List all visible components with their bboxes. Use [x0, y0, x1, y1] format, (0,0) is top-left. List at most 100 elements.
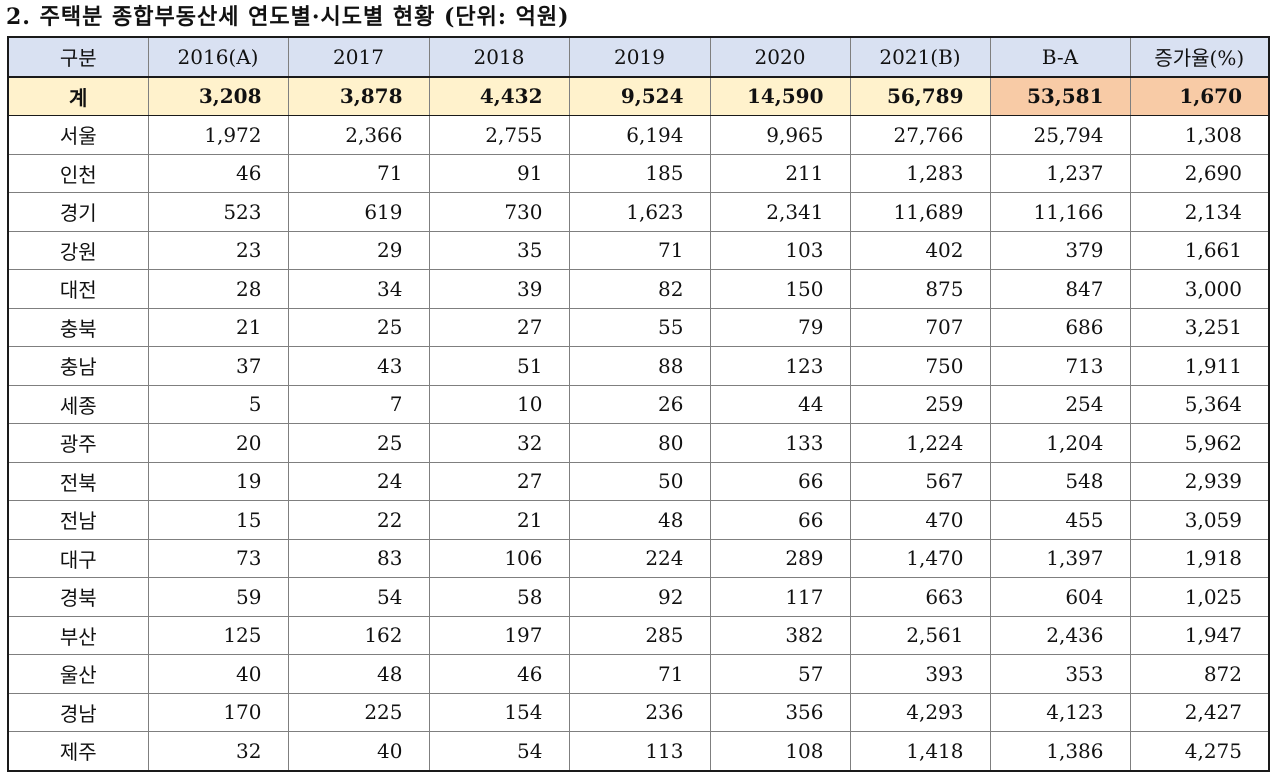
table-cell: 1,623	[568, 192, 711, 232]
table-cell: 10	[428, 384, 570, 424]
table-cell: 40	[147, 654, 289, 694]
table-row: 광주 20 25 32 80 133 1,224 1,204 5,962	[7, 423, 1270, 463]
table-cell: 567	[849, 461, 991, 501]
table-cell: 523	[147, 192, 289, 232]
table-cell: 117	[709, 577, 851, 617]
table-cell: 4,123	[989, 692, 1131, 732]
table-cell: 353	[989, 654, 1131, 694]
table-cell: 37	[147, 346, 289, 386]
table-cell: 750	[849, 346, 991, 386]
total-growth-cell: 1,670	[1129, 76, 1270, 116]
table-cell: 2,561	[849, 615, 991, 655]
table-cell: 225	[287, 692, 430, 732]
table-row: 세종 5 7 10 26 44 259 254 5,364	[7, 384, 1270, 424]
total-cell: 3,878	[287, 76, 430, 116]
table-row: 전남 15 22 21 48 66 470 455 3,059	[7, 500, 1270, 540]
table-row: 인천 46 71 91 185 211 1,283 1,237 2,690	[7, 153, 1270, 193]
table-cell: 46	[147, 153, 289, 193]
table-cell: 91	[428, 153, 570, 193]
table-cell: 32	[147, 731, 289, 772]
table-cell: 133	[709, 423, 851, 463]
table-cell: 71	[568, 230, 711, 270]
table-cell: 356	[709, 692, 851, 732]
table-cell: 875	[849, 269, 991, 309]
table-cell: 1,947	[1129, 615, 1270, 655]
table-cell: 382	[709, 615, 851, 655]
region-label: 대구	[7, 538, 149, 578]
table-cell: 7	[287, 384, 430, 424]
region-label: 부산	[7, 615, 149, 655]
table-cell: 20	[147, 423, 289, 463]
header-2019: 2019	[568, 36, 711, 78]
table-cell: 51	[428, 346, 570, 386]
table-cell: 92	[568, 577, 711, 617]
table-cell: 27	[428, 461, 570, 501]
table-cell: 254	[989, 384, 1131, 424]
table-cell: 224	[568, 538, 711, 578]
table-cell: 4,293	[849, 692, 991, 732]
table-cell: 21	[428, 500, 570, 540]
region-label: 제주	[7, 731, 149, 772]
table-cell: 1,283	[849, 153, 991, 193]
table-cell: 57	[709, 654, 851, 694]
table-cell: 2,436	[989, 615, 1131, 655]
header-row: 구분 2016(A) 2017 2018 2019 2020 2021(B) B…	[7, 36, 1270, 78]
table-cell: 25	[287, 423, 430, 463]
table-cell: 11,689	[849, 192, 991, 232]
table-cell: 3,059	[1129, 500, 1270, 540]
table-cell: 106	[428, 538, 570, 578]
header-growth-rate: 증가율(%)	[1129, 36, 1270, 78]
region-label: 서울	[7, 115, 149, 155]
table-cell: 21	[147, 307, 289, 347]
table-cell: 455	[989, 500, 1131, 540]
table-cell: 470	[849, 500, 991, 540]
table-cell: 54	[428, 731, 570, 772]
table-cell: 11,166	[989, 192, 1131, 232]
table-row: 경남 170 225 154 236 356 4,293 4,123 2,427	[7, 692, 1270, 732]
table-cell: 1,418	[849, 731, 991, 772]
table-cell: 34	[287, 269, 430, 309]
table-cell: 713	[989, 346, 1131, 386]
table-cell: 1,661	[1129, 230, 1270, 270]
table-title: 2. 주택분 종합부동산세 연도별·시도별 현황 (단위: 억원)	[6, 4, 570, 30]
table-cell: 66	[709, 461, 851, 501]
table-cell: 162	[287, 615, 430, 655]
table-cell: 88	[568, 346, 711, 386]
table-cell: 872	[1129, 654, 1270, 694]
total-cell: 3,208	[147, 76, 289, 116]
region-label: 전북	[7, 461, 149, 501]
region-label: 충북	[7, 307, 149, 347]
region-label: 인천	[7, 153, 149, 193]
table-cell: 1,025	[1129, 577, 1270, 617]
table-cell: 27,766	[849, 115, 991, 155]
table-cell: 79	[709, 307, 851, 347]
table-cell: 1,972	[147, 115, 289, 155]
table-cell: 2,341	[709, 192, 851, 232]
table-cell: 548	[989, 461, 1131, 501]
table-cell: 26	[568, 384, 711, 424]
table-cell: 707	[849, 307, 991, 347]
table-cell: 39	[428, 269, 570, 309]
table-cell: 82	[568, 269, 711, 309]
table-row: 전북 19 24 27 50 66 567 548 2,939	[7, 461, 1270, 501]
table-cell: 619	[287, 192, 430, 232]
table-row: 충북 21 25 27 55 79 707 686 3,251	[7, 307, 1270, 347]
table-cell: 25	[287, 307, 430, 347]
table-cell: 48	[287, 654, 430, 694]
table-cell: 2,427	[1129, 692, 1270, 732]
header-2018: 2018	[428, 36, 570, 78]
table-cell: 289	[709, 538, 851, 578]
region-label: 대전	[7, 269, 149, 309]
table-cell: 686	[989, 307, 1131, 347]
table-row: 서울 1,972 2,366 2,755 6,194 9,965 27,766 25,794 1…	[7, 115, 1270, 155]
table-cell: 5,962	[1129, 423, 1270, 463]
table-cell: 197	[428, 615, 570, 655]
table-cell: 123	[709, 346, 851, 386]
total-cell: 9,524	[568, 76, 711, 116]
table-cell: 27	[428, 307, 570, 347]
region-label: 충남	[7, 346, 149, 386]
table-cell: 847	[989, 269, 1131, 309]
header-2020: 2020	[709, 36, 851, 78]
table-cell: 15	[147, 500, 289, 540]
table-cell: 211	[709, 153, 851, 193]
